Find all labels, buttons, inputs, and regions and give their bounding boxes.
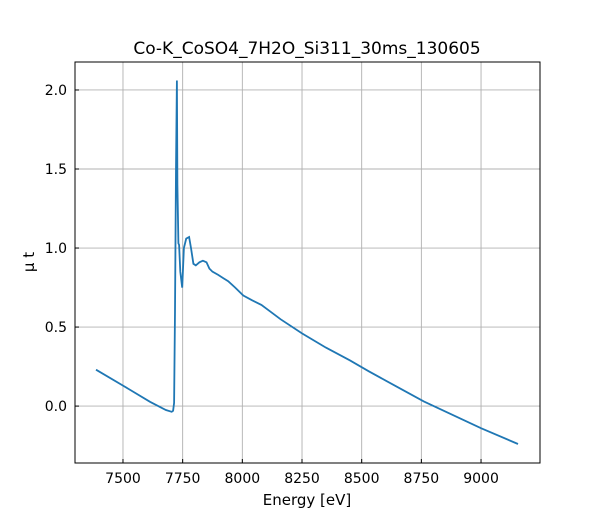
x-axis-label: Energy [eV] [263,491,351,509]
x-tick-label: 8250 [284,471,320,487]
y-tick-label: 0.5 [45,320,67,336]
series-line-mu [95,80,519,445]
x-tick-label: 8500 [344,471,380,487]
plot-frame [74,61,541,464]
x-tick-label: 9000 [463,471,499,487]
y-axis-label: μ t [20,252,38,272]
y-tick-label: 1.5 [45,162,67,178]
y-tick-label: 0.0 [45,399,67,415]
ticks: 7500 7750 8000 8250 8500 8750 9000 0.0 0.5 1.0 1.5… [45,83,499,487]
x-tick-label: 8000 [225,471,261,487]
x-tick-label: 8750 [404,471,440,487]
grid [75,62,540,463]
y-tick-label: 2.0 [45,83,67,99]
y-tick-label: 1.0 [45,241,67,257]
chart-title: Co-K_CoSO4_7H2O_Si311_30ms_130605 [133,39,480,59]
x-tick-label: 7500 [105,471,141,487]
x-tick-label: 7750 [165,471,201,487]
